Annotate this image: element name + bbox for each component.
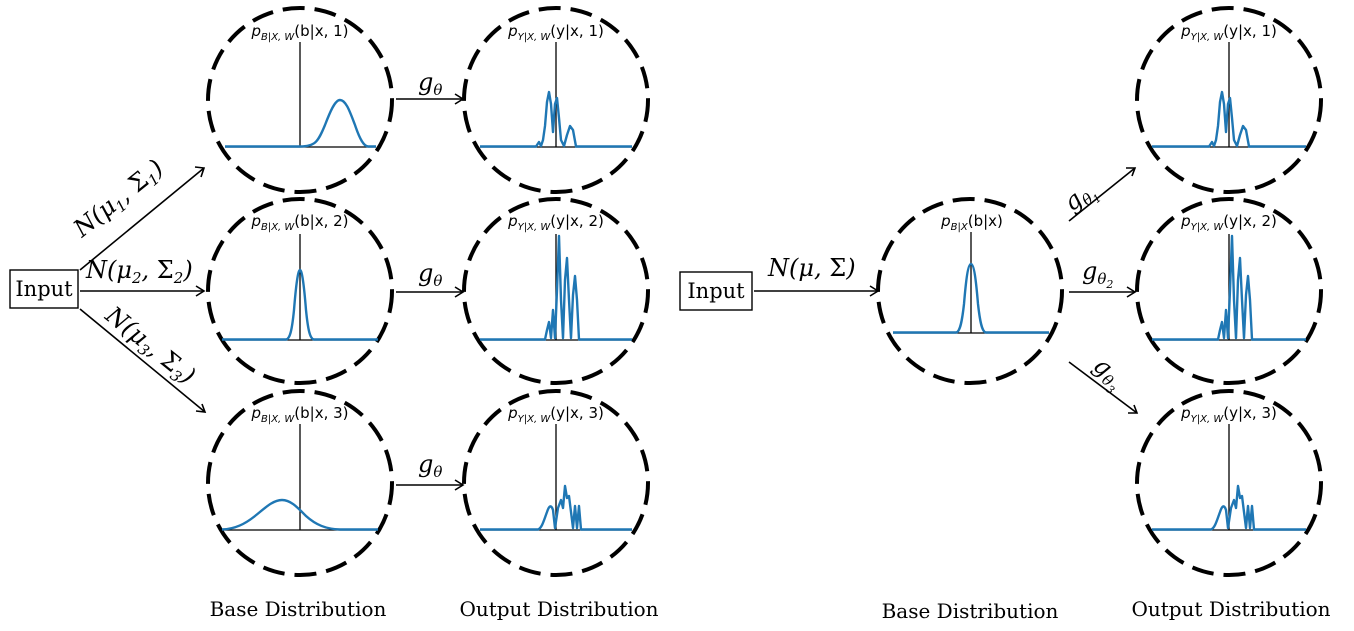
dashed-circle [206,389,394,577]
output-distribution-right-1: pY|X, W(y|x, 1) [1135,6,1323,194]
normal-label: N(μ, Σ) [767,254,856,282]
dashed-circle [462,197,650,385]
density-curve [480,90,632,148]
dashed-circle [1135,6,1323,194]
transform-label: gθ [418,68,442,99]
density-curve [480,234,632,341]
density-curve [225,98,376,148]
input-node-right: Input [679,271,753,311]
caption-base-left: Base Distribution [210,597,387,621]
transform-arrow-1: gθ [396,68,465,105]
dashed-circle [876,197,1064,385]
arrowhead [195,403,207,413]
output-distribution-2: pY|X, W(y|x, 2) [462,197,650,385]
normal-label-1: N(μ1, Σ1) [67,154,170,246]
arrow-to-base-3 [79,308,206,413]
caption-output-left: Output Distribution [459,597,658,621]
density-curve [1152,90,1306,148]
arrowhead [194,166,206,178]
transform-label: gθ [418,450,442,481]
plot-title: pB|X, W(b|x, 3) [250,404,348,425]
density-curve [1152,234,1306,341]
plot-title: pY|X, W(y|x, 3) [507,404,604,425]
density-curve [222,268,378,341]
transform-arrow-right-3: gθ3 [1068,351,1139,414]
dashed-circle [206,6,394,194]
dashed-circle [462,389,650,577]
base-distribution-1: pB|X, W(b|x, 1) [206,6,394,194]
caption-base-right: Base Distribution [882,599,1059,623]
plot-title: pY|X, W(y|x, 1) [1180,22,1277,43]
output-distribution-1: pY|X, W(y|x, 1) [462,6,650,194]
transform-arrow-right-2: gθ2 [1069,257,1137,298]
plot-title: pY|X, W(y|x, 2) [1180,212,1277,233]
density-curve [1152,484,1306,531]
transform-label: gθ2 [1082,257,1113,291]
base-distribution-shared: pB|X(b|x) [876,197,1064,385]
base-distribution-2: pB|X, W(b|x, 2) [206,197,394,385]
density-curve [221,498,378,531]
output-distribution-right-2: pY|X, W(y|x, 2) [1135,197,1323,385]
input-label: Input [15,277,73,301]
plot-title: pY|X, W(y|x, 2) [507,212,604,233]
plot-title: pB|X(b|x) [940,212,1003,233]
dashed-circle [462,6,650,194]
transform-arrow-3: gθ [396,450,465,491]
left-panel: Input N(μ1, Σ1) N(μ2, Σ2) N(μ3, Σ3) pB|X… [9,6,659,621]
plot-title: pY|X, W(y|x, 1) [507,22,604,43]
transform-label: gθ1 [1058,175,1104,221]
density-curve [480,484,632,531]
normal-label-2: N(μ2, Σ2) [85,256,193,287]
arrow-to-base-1 [79,167,205,271]
input-box [679,271,753,311]
output-distribution-3: pY|X, W(y|x, 3) [462,389,650,577]
dashed-circle [1135,197,1323,385]
arrowhead [195,285,206,297]
transform-label: gθ3 [1084,351,1130,397]
plot-title: pB|X, W(b|x, 2) [250,212,348,233]
right-panel: Input N(μ, Σ) pB|X(b|x) gθ1 gθ2 [679,6,1331,623]
base-distribution-3: pB|X, W(b|x, 3) [206,389,394,577]
plot-title: pB|X, W(b|x, 1) [250,22,348,43]
plot-title: pY|X, W(y|x, 3) [1180,404,1277,425]
dashed-circle [206,197,394,385]
caption-output-right: Output Distribution [1131,597,1330,621]
transform-arrow-right-1: gθ1 [1058,167,1137,222]
normal-label-3: N(μ3, Σ3) [98,300,201,392]
dashed-circle [1135,389,1323,577]
transform-label: gθ [418,259,442,290]
output-distribution-right-3: pY|X, W(y|x, 3) [1135,389,1323,577]
input-box [9,269,79,309]
transform-arrow-2: gθ [396,259,465,298]
input-node-left: Input [9,269,79,309]
input-label: Input [687,279,745,303]
normal-arrow-right: N(μ, Σ) [754,254,880,297]
density-curve [893,262,1049,334]
